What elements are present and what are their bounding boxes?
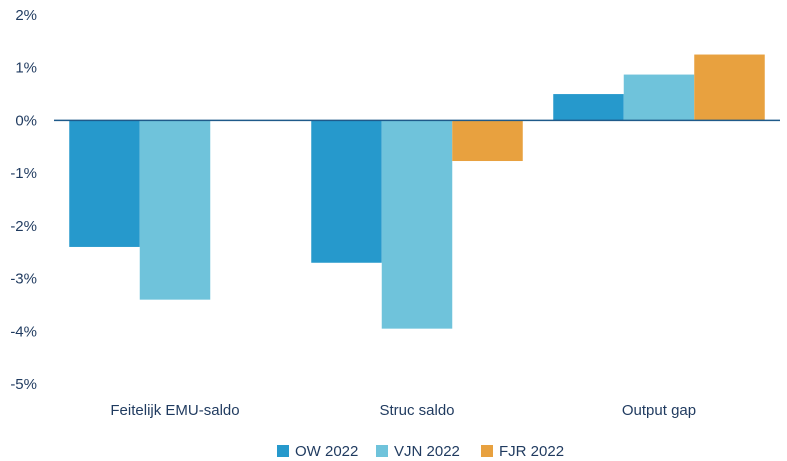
bar [381,120,453,329]
y-tick-label: -4% [10,323,37,340]
category-label: Output gap [622,402,696,419]
legend-swatch [277,445,289,457]
y-tick-label: -1% [10,165,37,182]
y-tick-label: -3% [10,271,37,288]
legend-swatch [376,445,388,457]
bar [623,74,695,121]
x-axis-labels: Feitelijk EMU-saldo Struc saldo Output gap [110,402,696,419]
y-tick-label: 1% [15,60,37,77]
y-axis: 2% 1% 0% -1% -2% -3% -4% -5% [10,7,37,393]
bar [69,120,140,247]
legend-label: VJN 2022 [394,443,460,460]
y-tick-label: 0% [15,112,37,129]
category-label: Feitelijk EMU-saldo [110,402,239,419]
bars [69,54,765,329]
bar [694,54,765,121]
y-tick-label: 2% [15,7,37,24]
legend-label: FJR 2022 [499,443,564,460]
bar [553,94,624,121]
y-tick-label: -2% [10,218,37,235]
legend-label: OW 2022 [295,443,358,460]
legend: OW 2022 VJN 2022 FJR 2022 [277,443,564,460]
bar [452,120,523,162]
bar [311,120,382,263]
category-label: Struc saldo [379,402,454,419]
y-tick-label: -5% [10,376,37,393]
bar [139,120,211,300]
legend-swatch [481,445,493,457]
